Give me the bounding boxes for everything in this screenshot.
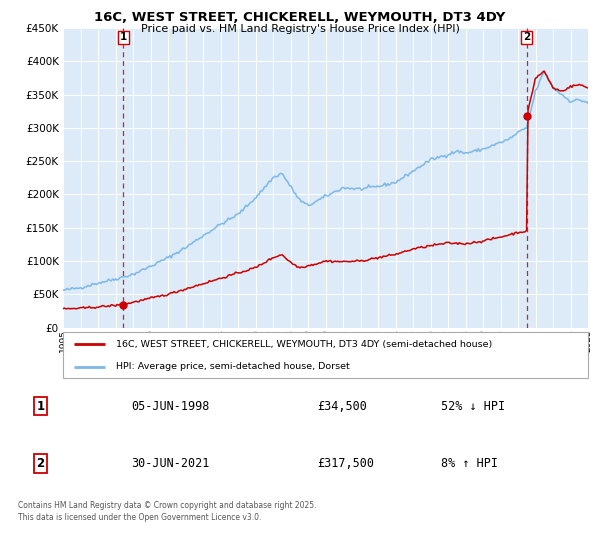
Text: 1: 1	[119, 32, 127, 43]
Text: 8% ↑ HPI: 8% ↑ HPI	[441, 457, 498, 470]
Text: 2: 2	[523, 32, 530, 43]
Text: £34,500: £34,500	[317, 399, 367, 413]
Text: 16C, WEST STREET, CHICKERELL, WEYMOUTH, DT3 4DY: 16C, WEST STREET, CHICKERELL, WEYMOUTH, …	[94, 11, 506, 24]
Text: Price paid vs. HM Land Registry's House Price Index (HPI): Price paid vs. HM Land Registry's House …	[140, 24, 460, 34]
Text: 16C, WEST STREET, CHICKERELL, WEYMOUTH, DT3 4DY (semi-detached house): 16C, WEST STREET, CHICKERELL, WEYMOUTH, …	[115, 340, 492, 349]
Text: 30-JUN-2021: 30-JUN-2021	[131, 457, 209, 470]
Text: £317,500: £317,500	[317, 457, 374, 470]
Text: 52% ↓ HPI: 52% ↓ HPI	[441, 399, 505, 413]
Text: 05-JUN-1998: 05-JUN-1998	[131, 399, 209, 413]
FancyBboxPatch shape	[63, 332, 588, 378]
Text: 1: 1	[37, 399, 44, 413]
Text: 2: 2	[37, 457, 44, 470]
Text: HPI: Average price, semi-detached house, Dorset: HPI: Average price, semi-detached house,…	[115, 362, 349, 371]
Text: Contains HM Land Registry data © Crown copyright and database right 2025.
This d: Contains HM Land Registry data © Crown c…	[18, 501, 317, 522]
